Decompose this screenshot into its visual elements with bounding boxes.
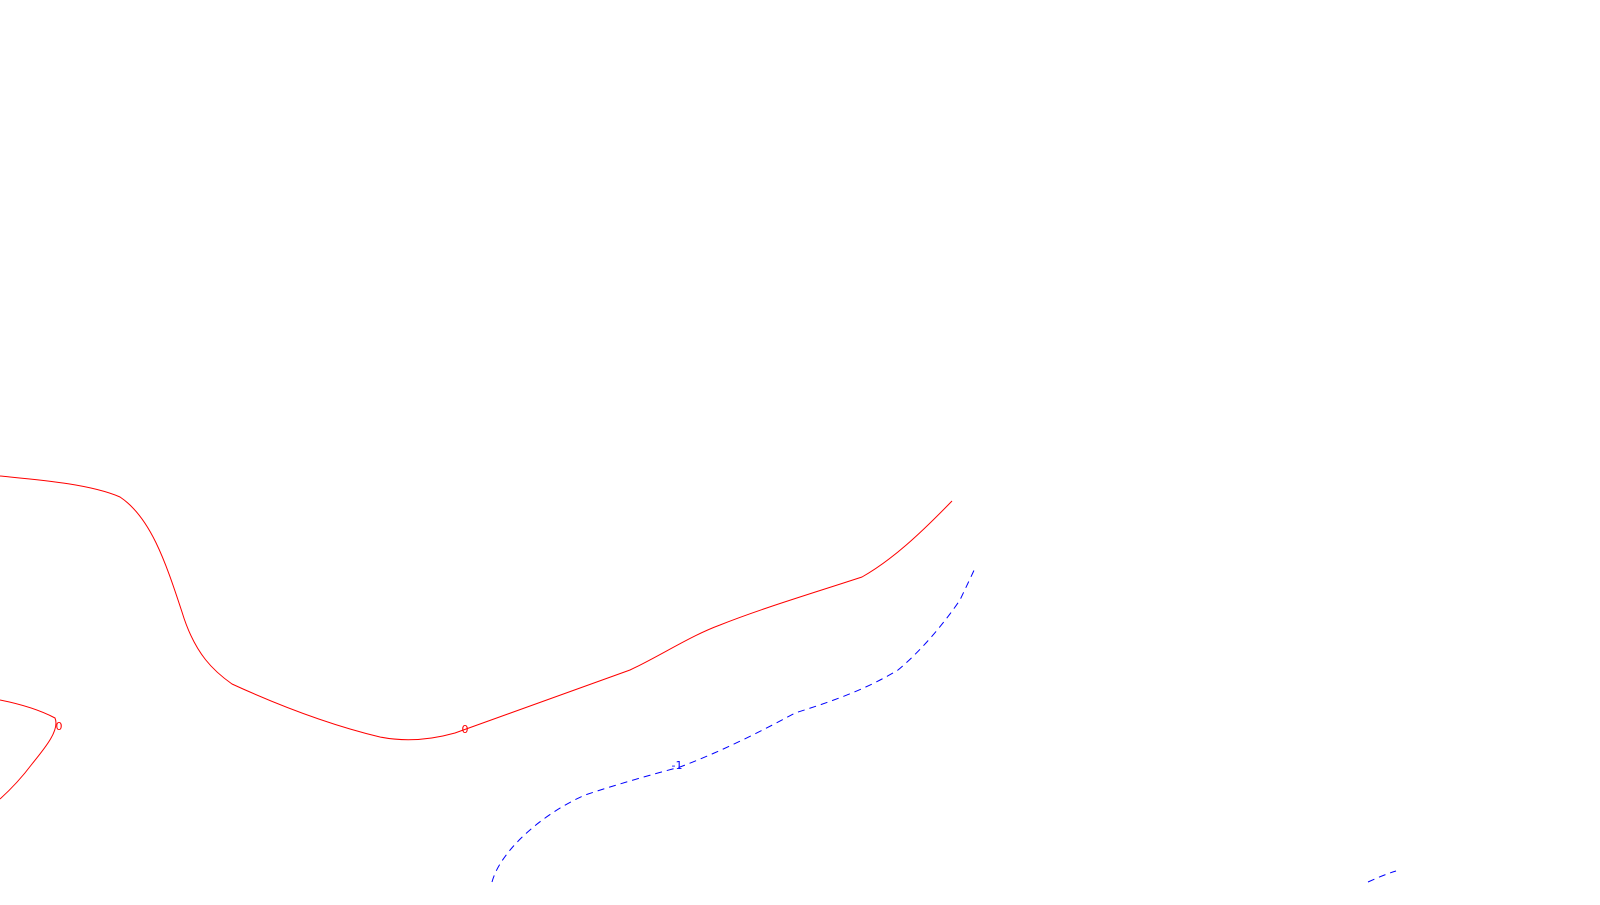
contour-line-zero-main [0, 475, 953, 741]
contour-line-minus-one-main [491, 567, 976, 883]
contour-label: 0 [56, 720, 63, 733]
contour-label: -1 [672, 759, 683, 772]
contour-line-zero-left [0, 699, 57, 800]
contour-label: 0 [462, 723, 469, 736]
contour-line-minus-one-right [1367, 870, 1397, 883]
